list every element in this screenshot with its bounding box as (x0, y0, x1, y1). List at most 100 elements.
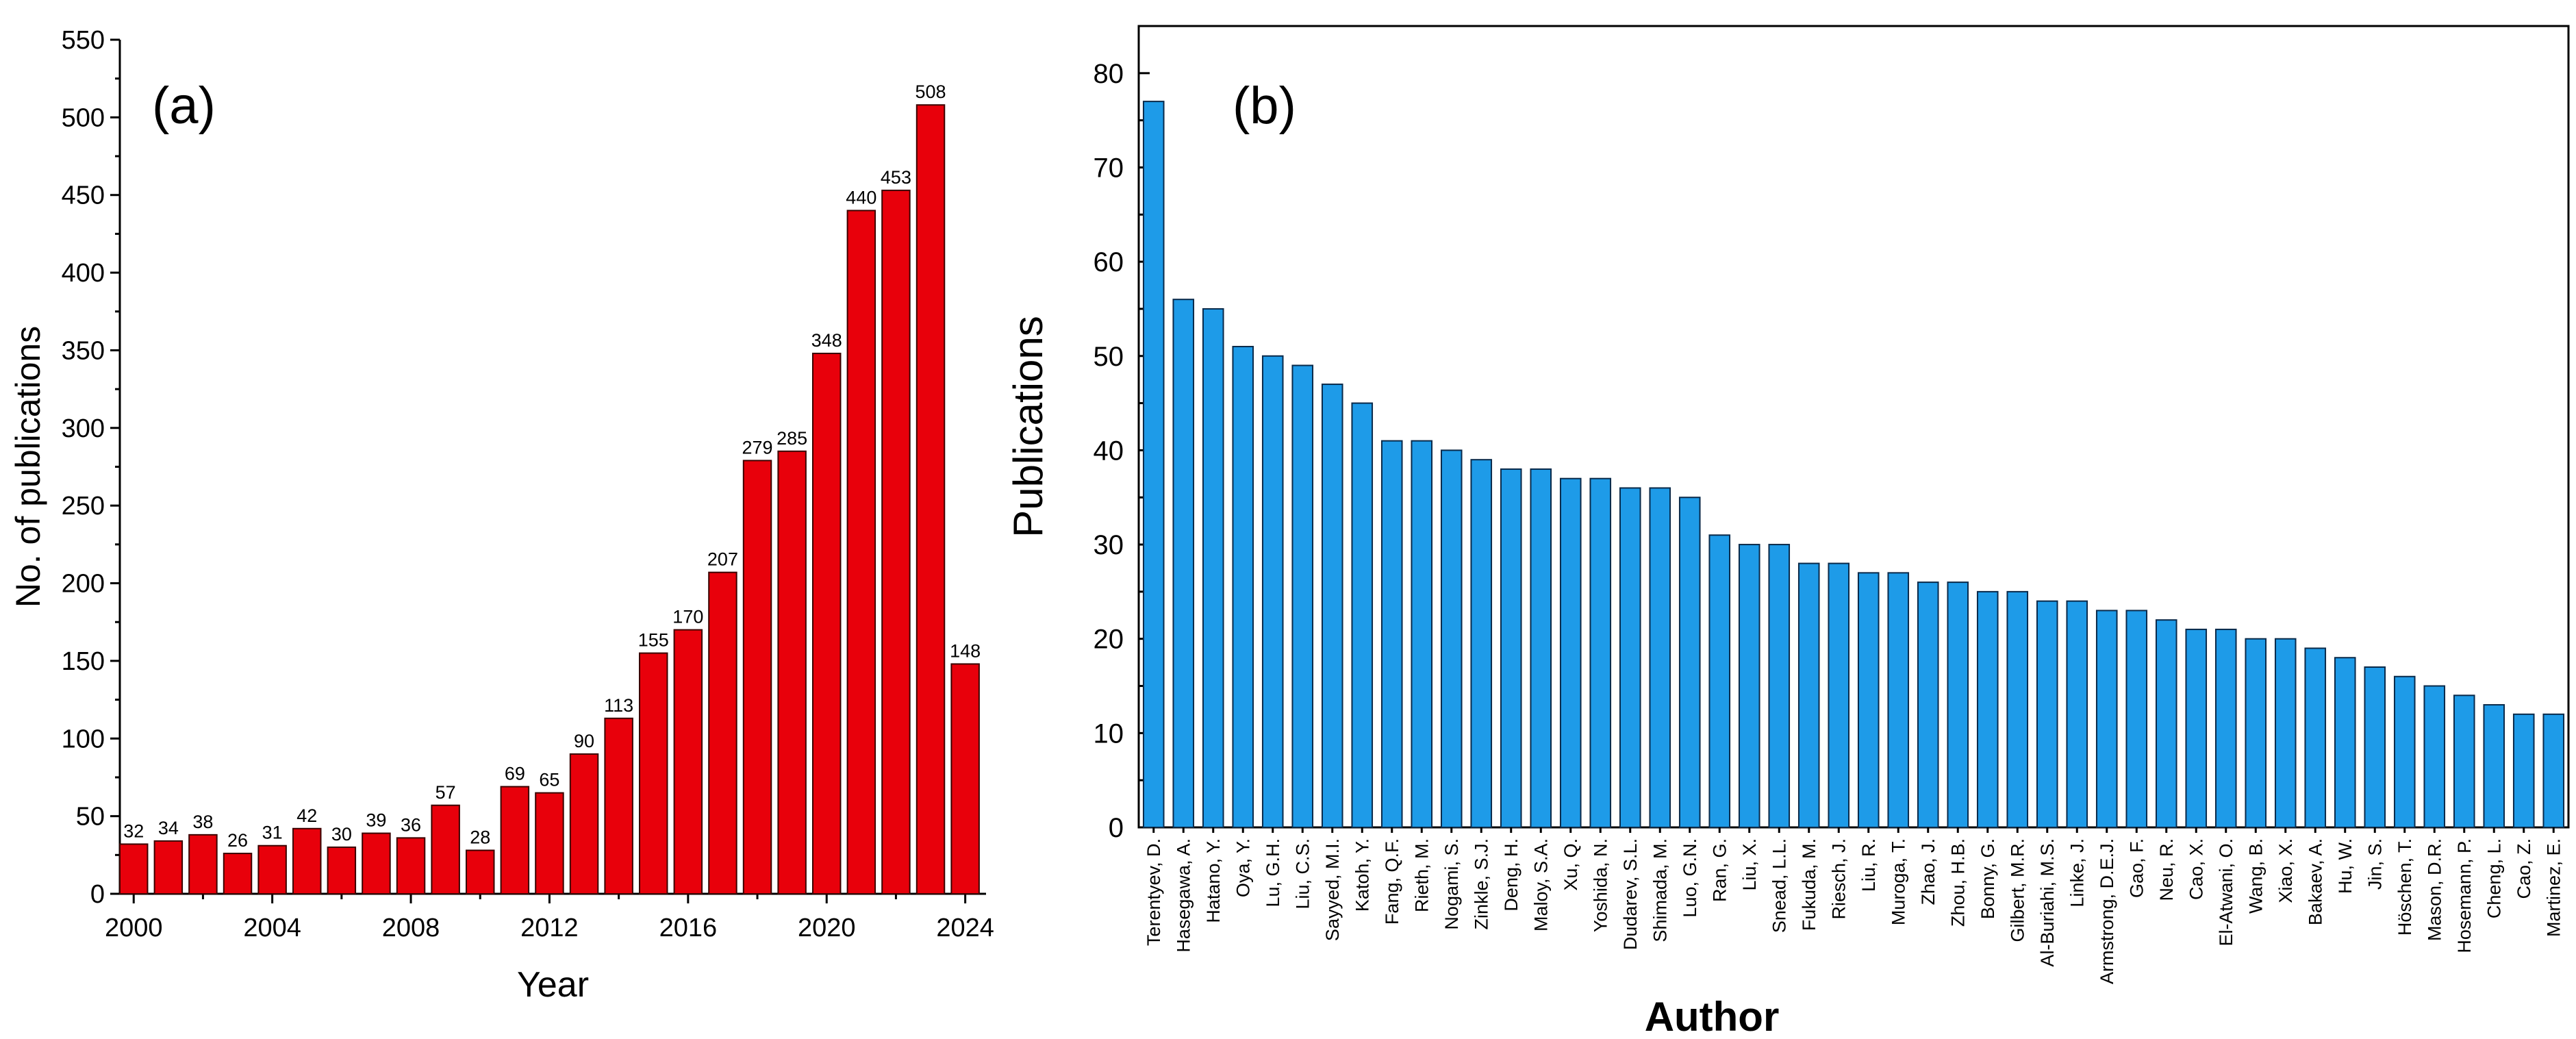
b-bar (1947, 581, 1969, 829)
b-x-tick-label: Armstrong, D.E.J. (2097, 838, 2117, 984)
b-x-tick-label: Cheng, L. (2484, 838, 2504, 918)
a-bar (396, 837, 426, 894)
b-x-tick-label: Liu, X. (1739, 838, 1760, 891)
b-x-tick-label: Deng, H. (1501, 838, 1521, 912)
b-bar (1797, 562, 1820, 829)
a-y-tick-label: 300 (62, 414, 105, 443)
b-bar (1887, 572, 1910, 829)
a-y-tick-label: 400 (62, 259, 105, 288)
b-y-tick-label: 10 (1094, 718, 1124, 749)
a-bar (639, 652, 668, 895)
b-x-tick-label: Bakaev, A. (2305, 838, 2325, 925)
b-plot-frame (1137, 25, 2570, 829)
b-x-tick-label: Mason, D.R. (2424, 838, 2445, 941)
b-bar (2155, 619, 2177, 828)
b-x-tick-label: Zhao, J. (1918, 838, 1939, 905)
b-bar (1411, 440, 1433, 828)
b-x-tick-label: Cao, X. (2186, 838, 2206, 900)
a-bar-value-label: 508 (916, 82, 946, 102)
a-bar-value-label: 69 (505, 764, 525, 784)
a-bar (916, 104, 946, 894)
b-bar (2304, 647, 2327, 828)
a-bar (535, 792, 564, 895)
b-x-tick-label: Gilbert, M.R. (2007, 838, 2028, 942)
a-bar (742, 460, 772, 894)
a-x-tick-label: 2020 (798, 914, 856, 942)
b-x-tick-label: Hasegawa, A. (1173, 838, 1194, 953)
a-x-tick-label: 2016 (659, 914, 718, 942)
b-bar (1559, 477, 1582, 828)
b-x-tick-label: Xiao, X. (2275, 838, 2296, 903)
a-panel-label: (a) (152, 77, 216, 135)
b-bar (1440, 449, 1463, 828)
b-x-tick-label: Liu, C.S. (1292, 838, 1313, 910)
b-bar (1142, 101, 1165, 828)
b-bar (1738, 544, 1760, 828)
a-bar (569, 753, 599, 894)
b-x-tick-label: Rieth, M. (1411, 838, 1432, 912)
b-bar (2393, 675, 2416, 828)
b-y-tick-label: 80 (1094, 59, 1124, 89)
b-bar (2334, 657, 2356, 828)
b-x-tick-label: El-Atwani, O. (2216, 838, 2236, 947)
a-bar (327, 846, 357, 894)
a-bar-value-label: 440 (846, 187, 876, 208)
b-bar (2453, 694, 2475, 829)
a-bar-value-label: 32 (123, 821, 144, 841)
b-x-tick-label: Liu, R. (1858, 838, 1879, 892)
a-bar (362, 832, 391, 895)
b-x-tick-label: Fukuda, M. (1799, 838, 1819, 931)
a-bar-value-label: 34 (158, 818, 179, 838)
panel-b-chart: 0 10 20 30 40 50 60 70 80 Terentyev, D. Hasegawa, … (1005, 25, 2570, 1039)
b-y-axis-title: Publications (1005, 316, 1051, 538)
b-x-tick-label: Al-Buriahi, M.S. (2037, 838, 2058, 967)
a-bar (292, 827, 322, 894)
b-bar (2364, 666, 2386, 828)
b-x-tick-label: Linke, J. (2067, 838, 2087, 907)
a-bar (153, 840, 184, 894)
a-x-axis-title: Year (517, 965, 589, 1005)
a-bar-value-label: 348 (811, 330, 842, 351)
b-y-tick-label: 60 (1094, 247, 1124, 277)
b-x-tick-label: Hatano, Y. (1203, 838, 1224, 923)
b-bar (2214, 628, 2237, 828)
a-bar-value-label: 207 (707, 549, 738, 570)
b-bar (1649, 487, 1671, 828)
a-bar-value-label: 148 (950, 640, 981, 661)
a-bar (950, 663, 980, 895)
a-y-tick-label: 50 (76, 803, 105, 831)
b-x-tick-label: Muroga, T. (1888, 838, 1908, 925)
a-bar-value-label: 26 (227, 830, 248, 851)
b-x-tick-label: Fang, Q.F. (1382, 838, 1402, 925)
a-bar-value-label: 42 (296, 805, 317, 826)
b-y-tick-label: 40 (1094, 436, 1124, 466)
b-bar (2542, 713, 2565, 828)
a-bar (812, 352, 842, 894)
b-bar (2125, 610, 2148, 828)
a-y-tick-label: 100 (62, 725, 105, 753)
b-bar (1976, 590, 1999, 828)
b-bar (2066, 600, 2088, 828)
b-bar (2006, 590, 2029, 828)
b-x-tick-label: Xu, Q. (1561, 838, 1581, 891)
b-x-tick-label: Neu, R. (2156, 838, 2177, 901)
a-x-tick-label: 2024 (936, 914, 994, 942)
b-x-tick-label: Lu, G.H. (1263, 838, 1283, 907)
b-x-tick-label: Höschen, T. (2395, 838, 2415, 936)
b-x-tick-label: Luo, G.N. (1680, 838, 1700, 918)
b-x-tick-label: Yoshida, N. (1590, 838, 1611, 932)
a-bar-value-label: 28 (470, 827, 490, 848)
a-bar (604, 717, 633, 895)
b-y-tick-label: 20 (1094, 625, 1124, 655)
b-bar (1500, 468, 1522, 828)
b-bar (2036, 600, 2058, 828)
a-y-tick-label: 350 (62, 336, 105, 365)
a-bar-value-label: 65 (539, 770, 559, 790)
b-bar (2483, 704, 2505, 829)
b-x-tick-label: Zhou, H.B. (1947, 838, 1968, 927)
b-x-tick-label: Bonny, G. (1978, 838, 1998, 919)
b-bar (1917, 581, 1939, 829)
b-y-tick-label: 0 (1109, 813, 1124, 843)
b-y-tick-label: 70 (1094, 153, 1124, 183)
b-x-tick-label: Shimada, M. (1650, 838, 1670, 942)
